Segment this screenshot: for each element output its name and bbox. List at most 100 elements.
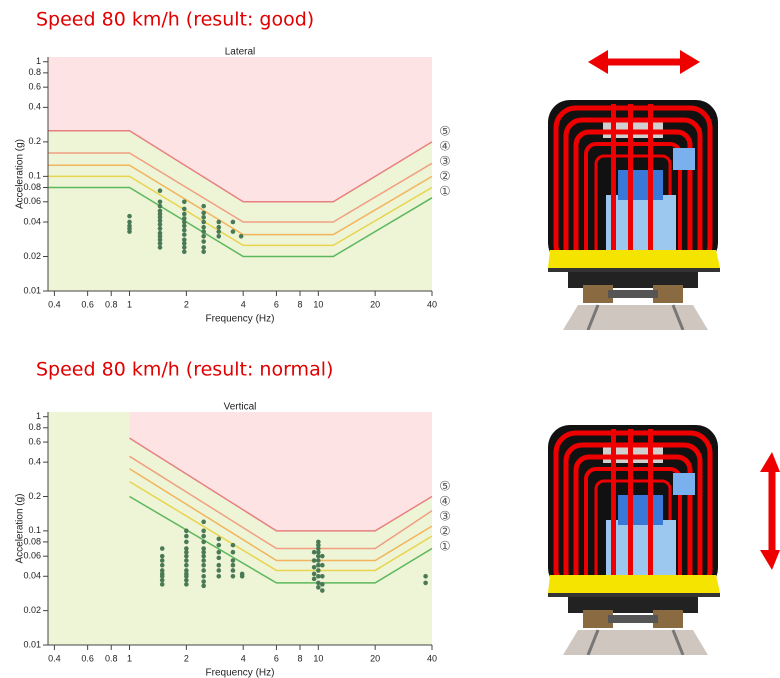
data-point bbox=[157, 188, 163, 193]
data-point bbox=[230, 558, 236, 563]
legend-label: ② bbox=[439, 170, 451, 185]
data-point bbox=[216, 562, 222, 568]
data-point bbox=[127, 219, 132, 225]
limit-line bbox=[48, 130, 433, 203]
data-point bbox=[157, 230, 163, 236]
limit-line bbox=[129, 437, 433, 532]
data-point bbox=[201, 210, 206, 216]
data-point bbox=[201, 229, 206, 234]
data-point bbox=[320, 588, 325, 593]
x-tick-label: 0.8 bbox=[105, 299, 118, 309]
data-point bbox=[316, 568, 321, 573]
limit-line bbox=[129, 480, 433, 572]
data-point bbox=[316, 585, 321, 590]
chart-title: Speed 80 km/h (result: normal) bbox=[36, 359, 333, 381]
data-point bbox=[159, 582, 165, 587]
data-point bbox=[181, 245, 187, 250]
x-tick-label: 0.6 bbox=[81, 653, 94, 663]
data-point bbox=[423, 580, 428, 586]
data-point bbox=[316, 539, 321, 545]
x-tick-label: 0.6 bbox=[81, 299, 94, 309]
data-point bbox=[216, 224, 222, 230]
y-tick-label: 0.06 bbox=[23, 551, 41, 561]
train-illustration bbox=[548, 425, 720, 655]
data-point bbox=[181, 216, 187, 221]
data-point bbox=[184, 549, 189, 555]
data-point bbox=[181, 219, 187, 225]
data-point bbox=[201, 214, 206, 220]
x-tick-label: 20 bbox=[370, 653, 380, 663]
data-point bbox=[316, 553, 321, 559]
x-axis-label: Frequency (Hz) bbox=[206, 668, 275, 678]
data-point bbox=[230, 549, 236, 555]
data-point bbox=[157, 222, 163, 227]
data-point bbox=[184, 553, 189, 559]
data-point bbox=[157, 214, 163, 220]
y-tick-label: 0.4 bbox=[28, 102, 41, 112]
vertical-arrow bbox=[760, 452, 780, 570]
data-point bbox=[320, 553, 325, 559]
data-point bbox=[316, 546, 321, 551]
x-tick-label: 10 bbox=[313, 299, 323, 309]
limit-line bbox=[48, 175, 433, 247]
data-point bbox=[159, 568, 165, 573]
data-point bbox=[159, 546, 165, 551]
y-tick-label: 0.2 bbox=[28, 491, 41, 501]
data-point bbox=[216, 549, 222, 555]
data-point bbox=[201, 562, 206, 568]
data-point bbox=[238, 234, 244, 239]
y-axis-label: Acceleration (g) bbox=[15, 139, 26, 209]
data-point bbox=[230, 229, 236, 234]
data-point bbox=[184, 528, 189, 534]
x-tick-label: 2 bbox=[184, 653, 189, 663]
data-point bbox=[184, 582, 189, 587]
y-tick-label: 0.02 bbox=[23, 605, 41, 615]
data-point bbox=[201, 239, 206, 244]
data-point bbox=[216, 219, 222, 225]
data-point bbox=[239, 573, 245, 579]
data-point bbox=[216, 573, 222, 579]
data-point bbox=[311, 549, 317, 555]
x-tick-label: 4 bbox=[241, 653, 246, 663]
x-tick-label: 10 bbox=[313, 653, 323, 663]
data-point bbox=[181, 211, 187, 217]
data-point bbox=[216, 229, 222, 234]
data-point bbox=[201, 203, 206, 209]
data-point bbox=[159, 577, 165, 583]
data-point bbox=[230, 573, 236, 579]
y-axis-label: Acceleration (g) bbox=[15, 493, 26, 563]
data-point bbox=[320, 582, 325, 587]
y-tick-label: 0.02 bbox=[23, 251, 41, 261]
x-tick-label: 2 bbox=[184, 299, 189, 309]
data-point bbox=[201, 528, 206, 534]
x-tick-label: 0.4 bbox=[48, 299, 61, 309]
x-tick-label: 4 bbox=[241, 299, 246, 309]
data-point bbox=[157, 226, 163, 231]
y-tick-label: 0.06 bbox=[23, 196, 41, 206]
y-tick-label: 0.1 bbox=[28, 525, 41, 535]
x-axis-label: Frequency (Hz) bbox=[206, 314, 275, 325]
data-point bbox=[316, 558, 321, 563]
data-point bbox=[201, 549, 206, 555]
x-tick-label: 6 bbox=[274, 299, 279, 309]
y-tick-label: 0.8 bbox=[28, 422, 41, 432]
y-tick-label: 0.04 bbox=[23, 216, 41, 226]
y-tick-label: 0.2 bbox=[28, 136, 41, 146]
y-tick-label: 1 bbox=[36, 411, 41, 421]
data-point bbox=[201, 249, 206, 255]
data-point bbox=[201, 539, 206, 545]
legend-label: ④ bbox=[439, 140, 451, 155]
data-point bbox=[157, 234, 163, 239]
data-point bbox=[181, 237, 187, 243]
data-point bbox=[157, 203, 163, 209]
limit-line bbox=[129, 495, 433, 584]
data-point bbox=[320, 562, 325, 568]
limit-line bbox=[48, 152, 433, 223]
data-point bbox=[316, 542, 321, 548]
limit-line bbox=[129, 455, 433, 550]
data-point bbox=[159, 562, 165, 568]
